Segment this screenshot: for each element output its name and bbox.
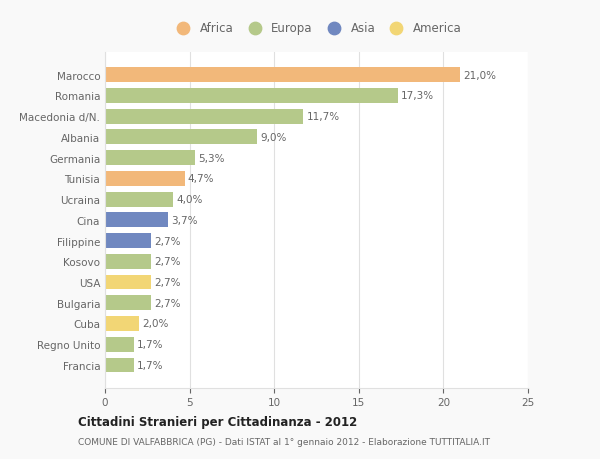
Text: 21,0%: 21,0% [464, 71, 497, 80]
Bar [105, 316, 139, 331]
Text: COMUNE DI VALFABBRICA (PG) - Dati ISTAT al 1° gennaio 2012 - Elaborazione TUTTIT: COMUNE DI VALFABBRICA (PG) - Dati ISTAT … [78, 437, 490, 446]
Bar [105, 151, 194, 166]
Bar [105, 358, 134, 373]
Bar [105, 213, 167, 228]
Text: 2,7%: 2,7% [154, 298, 181, 308]
Bar [105, 89, 398, 104]
Bar [105, 130, 257, 145]
Text: 2,0%: 2,0% [142, 319, 169, 329]
Bar [105, 68, 460, 83]
Bar [105, 109, 303, 124]
Bar [105, 172, 185, 186]
Text: 1,7%: 1,7% [137, 360, 164, 370]
Text: Cittadini Stranieri per Cittadinanza - 2012: Cittadini Stranieri per Cittadinanza - 2… [78, 415, 357, 428]
Bar [105, 296, 151, 311]
Legend: Africa, Europa, Asia, America: Africa, Europa, Asia, America [168, 18, 465, 39]
Text: 4,0%: 4,0% [176, 195, 202, 205]
Text: 17,3%: 17,3% [401, 91, 434, 101]
Text: 1,7%: 1,7% [137, 340, 164, 349]
Text: 2,7%: 2,7% [154, 236, 181, 246]
Text: 2,7%: 2,7% [154, 257, 181, 267]
Text: 2,7%: 2,7% [154, 277, 181, 287]
Text: 11,7%: 11,7% [307, 112, 340, 122]
Bar [105, 234, 151, 248]
Text: 3,7%: 3,7% [171, 215, 197, 225]
Bar [105, 337, 134, 352]
Text: 9,0%: 9,0% [260, 133, 287, 143]
Text: 4,7%: 4,7% [188, 174, 214, 184]
Bar [105, 275, 151, 290]
Bar [105, 254, 151, 269]
Bar [105, 192, 173, 207]
Text: 5,3%: 5,3% [198, 153, 224, 163]
